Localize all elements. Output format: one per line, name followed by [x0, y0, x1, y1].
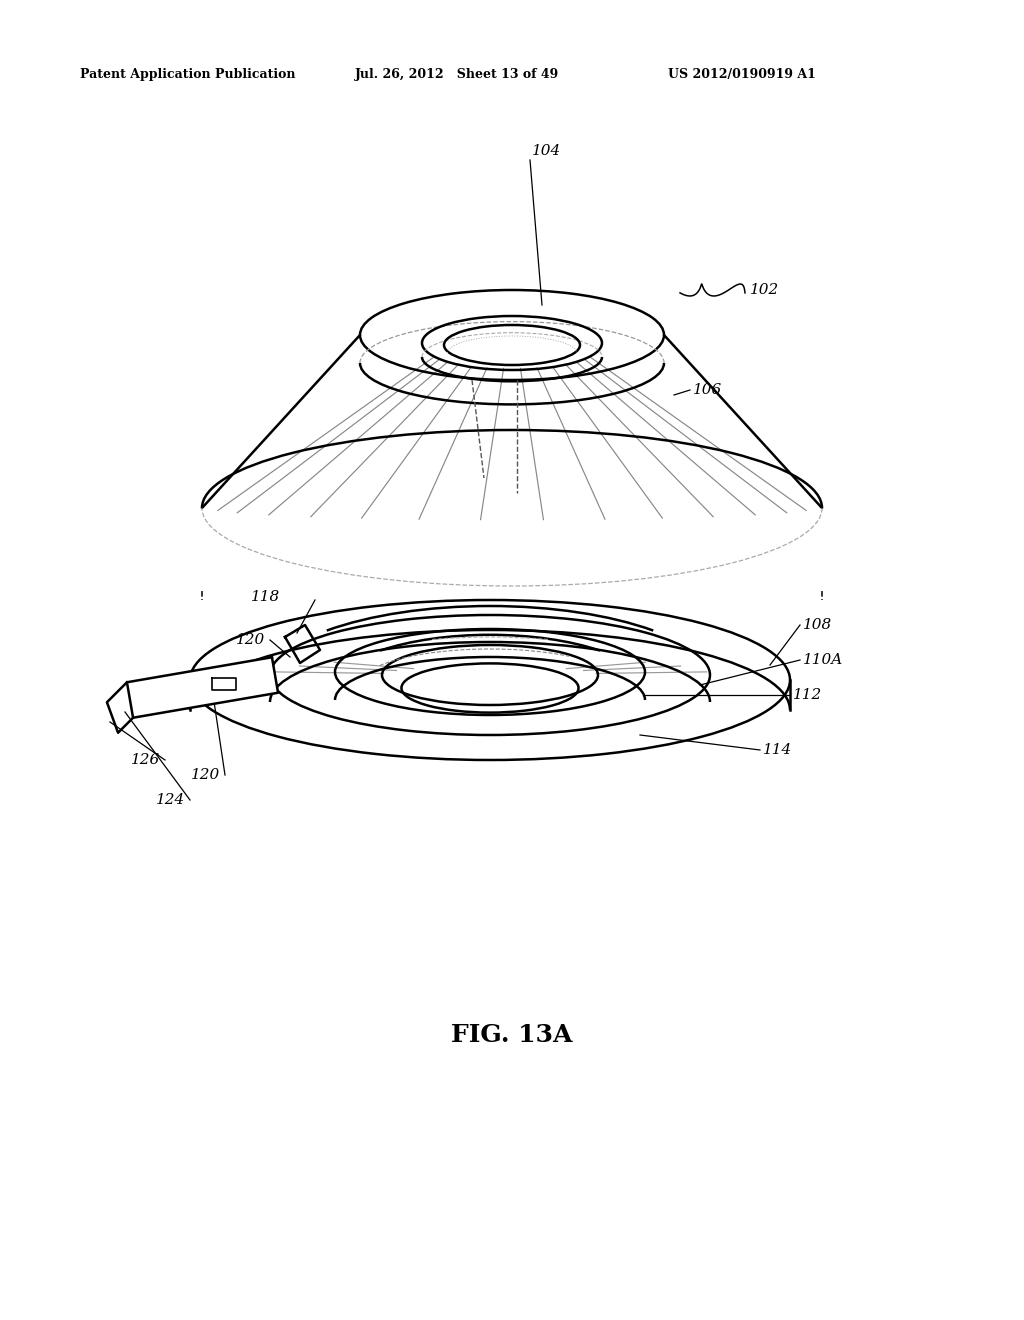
Text: 120: 120	[236, 634, 265, 647]
Text: 124: 124	[156, 793, 185, 807]
Text: US 2012/0190919 A1: US 2012/0190919 A1	[668, 69, 816, 81]
Text: 120: 120	[190, 768, 220, 781]
Text: 112: 112	[793, 688, 822, 702]
Text: 104: 104	[532, 144, 561, 158]
Text: Jul. 26, 2012   Sheet 13 of 49: Jul. 26, 2012 Sheet 13 of 49	[355, 69, 559, 81]
Text: 114: 114	[763, 743, 793, 756]
Polygon shape	[127, 657, 279, 718]
Text: Patent Application Publication: Patent Application Publication	[80, 69, 296, 81]
Text: 110A: 110A	[803, 653, 843, 667]
Text: 118: 118	[251, 590, 280, 605]
Text: 102: 102	[750, 282, 779, 297]
Text: 106: 106	[693, 383, 722, 397]
Text: 108: 108	[803, 618, 833, 632]
Text: FIG. 13A: FIG. 13A	[452, 1023, 572, 1047]
Text: 126: 126	[131, 752, 160, 767]
